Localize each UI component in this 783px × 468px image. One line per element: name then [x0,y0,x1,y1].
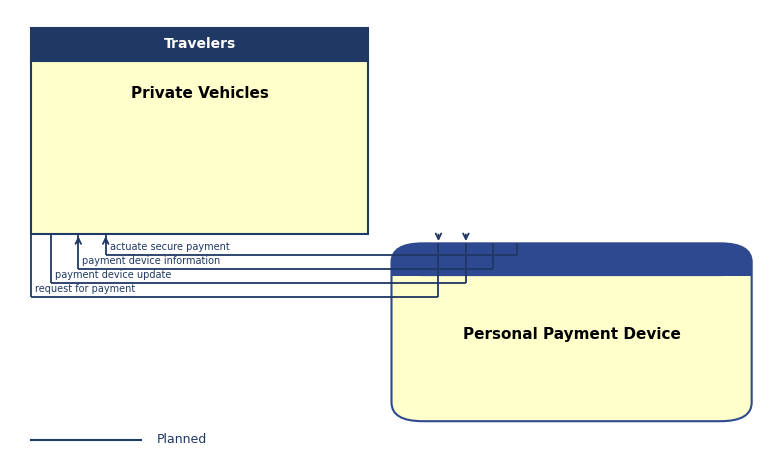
Text: actuate secure payment: actuate secure payment [110,242,229,252]
Text: Private Vehicles: Private Vehicles [131,86,269,101]
Bar [31,28,368,61]
Text: Personal Payment Device: Personal Payment Device [463,327,680,342]
Bar [392,260,752,276]
Text: payment device information: payment device information [82,256,221,266]
FancyBboxPatch shape [392,243,752,421]
Text: request for payment: request for payment [35,285,135,294]
FancyBboxPatch shape [392,243,752,276]
Text: Planned: Planned [157,433,207,446]
Text: Travelers: Travelers [164,37,236,51]
Text: payment device update: payment device update [55,271,171,280]
Bar [31,28,368,234]
